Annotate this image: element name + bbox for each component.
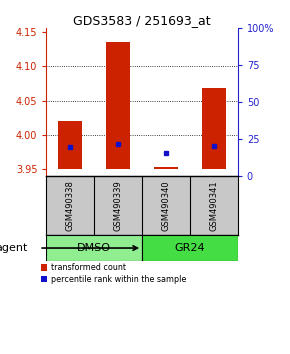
Title: GDS3583 / 251693_at: GDS3583 / 251693_at <box>73 14 211 27</box>
Legend: transformed count, percentile rank within the sample: transformed count, percentile rank withi… <box>41 263 186 284</box>
Text: GSM490340: GSM490340 <box>162 181 171 231</box>
Text: GSM490338: GSM490338 <box>66 180 75 231</box>
Text: GSM490341: GSM490341 <box>209 181 218 231</box>
Bar <box>58 121 82 169</box>
Bar <box>154 167 178 169</box>
Bar <box>106 42 130 169</box>
Bar <box>142 235 238 261</box>
Text: GR24: GR24 <box>175 243 205 253</box>
Bar <box>202 88 226 169</box>
Text: GSM490339: GSM490339 <box>114 181 123 231</box>
Bar <box>46 235 142 261</box>
Text: DMSO: DMSO <box>77 243 111 253</box>
Text: agent: agent <box>0 243 27 253</box>
